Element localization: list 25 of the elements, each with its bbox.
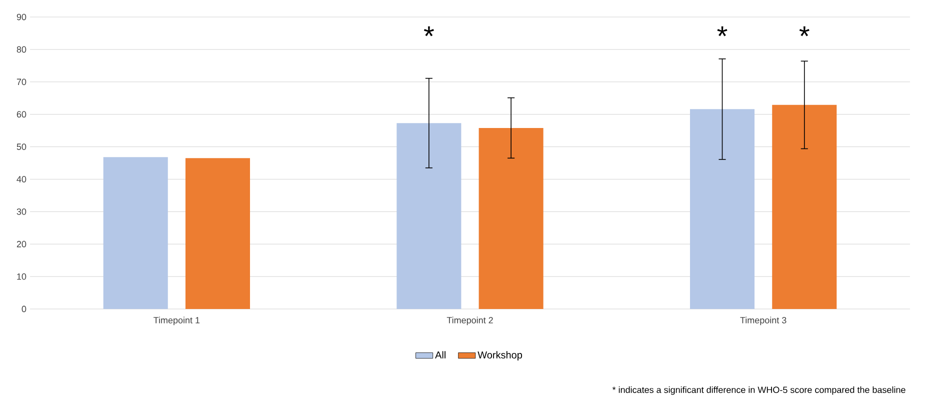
bar (478, 128, 544, 309)
bar (103, 157, 168, 309)
text: * indicates a significant difference in WHO-5 score compared the baseline (612, 386, 906, 395)
y-tick-label: 40 (16, 176, 26, 182)
x-tick-label: Timepoint 1 (154, 316, 200, 326)
y-tick-label: 10 (17, 273, 26, 280)
bar (396, 123, 462, 309)
bar (772, 104, 837, 309)
annotation: * (799, 26, 810, 36)
y-tick-label: 80 (16, 46, 26, 53)
y-tick-label: 20 (16, 240, 26, 248)
y-tick-label: 70 (16, 78, 26, 86)
y-tick-label: 50 (16, 144, 26, 150)
y-tick-label: 0 (22, 306, 26, 312)
y-tick-label: 30 (16, 208, 26, 215)
bar (185, 158, 250, 309)
legend-label: Workshop (478, 351, 522, 360)
annotation: * (717, 26, 728, 36)
legend-label: All (435, 351, 446, 358)
bar (690, 109, 755, 309)
x-tick-label: Timepoint 2 (446, 316, 493, 326)
y-tick-label: 90 (16, 14, 26, 20)
x-tick-label: Timepoint 3 (740, 316, 786, 326)
y-tick-label: 60 (16, 111, 26, 118)
annotation: * (424, 26, 434, 36)
